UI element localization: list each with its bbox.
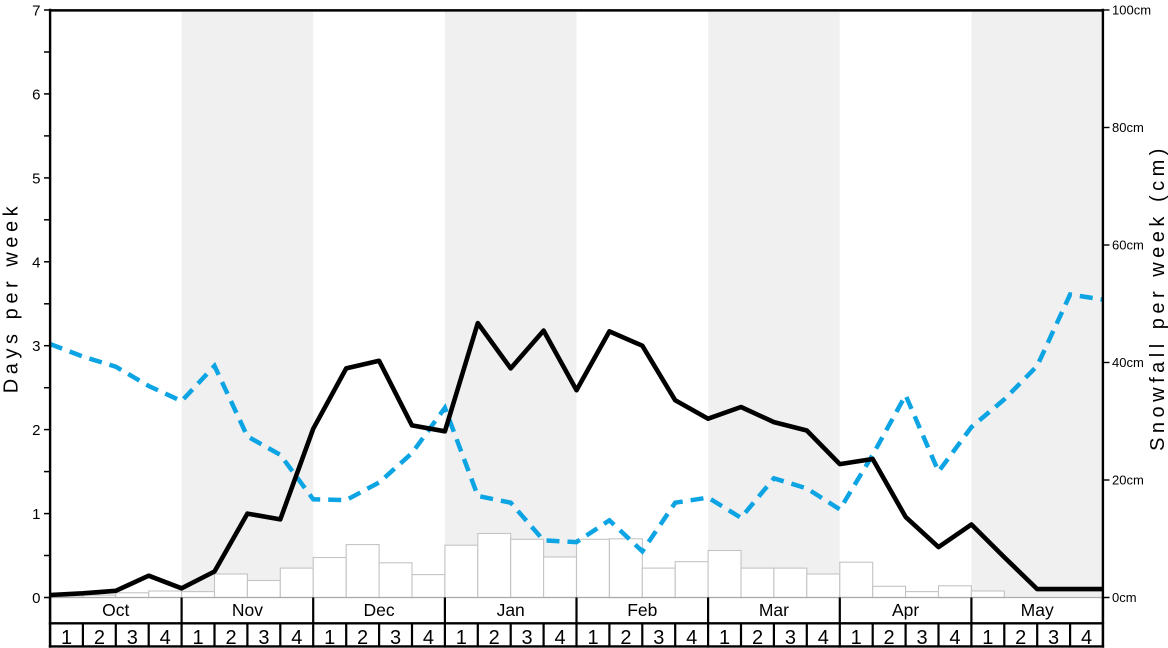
svg-text:1: 1 — [456, 627, 467, 648]
svg-text:1: 1 — [587, 627, 598, 648]
svg-text:3: 3 — [32, 338, 40, 355]
svg-text:3: 3 — [1048, 627, 1059, 648]
svg-text:4: 4 — [686, 627, 697, 648]
svg-text:4: 4 — [818, 627, 829, 648]
svg-text:0cm: 0cm — [1112, 590, 1137, 605]
svg-text:3: 3 — [127, 627, 138, 648]
svg-text:0: 0 — [32, 590, 40, 607]
svg-text:1: 1 — [851, 627, 862, 648]
svg-text:2: 2 — [94, 627, 105, 648]
svg-text:3: 3 — [785, 627, 796, 648]
svg-text:4: 4 — [32, 254, 40, 271]
svg-text:3: 3 — [258, 627, 269, 648]
svg-text:1: 1 — [193, 627, 204, 648]
svg-text:4: 4 — [554, 627, 565, 648]
svg-text:7: 7 — [32, 3, 40, 20]
svg-text:5: 5 — [32, 170, 40, 187]
svg-text:Oct: Oct — [102, 600, 129, 620]
svg-text:4: 4 — [1081, 627, 1092, 648]
svg-text:Snowfall per week (cm): Snowfall per week (cm) — [1147, 144, 1168, 451]
svg-text:2: 2 — [32, 422, 40, 439]
svg-text:2: 2 — [884, 627, 895, 648]
svg-text:3: 3 — [522, 627, 533, 648]
svg-text:Apr: Apr — [892, 600, 919, 620]
svg-text:3: 3 — [916, 627, 927, 648]
svg-text:2: 2 — [489, 627, 500, 648]
svg-text:Feb: Feb — [627, 600, 657, 620]
svg-text:4: 4 — [423, 627, 434, 648]
svg-text:Jan: Jan — [497, 600, 525, 620]
svg-text:Days per week: Days per week — [1, 202, 23, 393]
svg-text:Nov: Nov — [232, 600, 263, 620]
svg-text:May: May — [1021, 600, 1054, 620]
svg-text:3: 3 — [390, 627, 401, 648]
svg-text:4: 4 — [949, 627, 960, 648]
svg-text:2: 2 — [1015, 627, 1026, 648]
svg-text:1: 1 — [324, 627, 335, 648]
svg-text:Dec: Dec — [364, 600, 395, 620]
svg-text:4: 4 — [291, 627, 302, 648]
svg-text:80cm: 80cm — [1112, 120, 1144, 135]
svg-text:2: 2 — [357, 627, 368, 648]
svg-text:1: 1 — [32, 506, 40, 523]
svg-text:1: 1 — [982, 627, 993, 648]
svg-text:2: 2 — [752, 627, 763, 648]
svg-text:2: 2 — [620, 627, 631, 648]
svg-text:20cm: 20cm — [1112, 473, 1144, 488]
svg-text:60cm: 60cm — [1112, 238, 1144, 253]
svg-text:Mar: Mar — [759, 600, 789, 620]
svg-text:2: 2 — [225, 627, 236, 648]
svg-text:1: 1 — [719, 627, 730, 648]
svg-text:100cm: 100cm — [1112, 3, 1151, 18]
svg-text:1: 1 — [61, 627, 72, 648]
svg-text:4: 4 — [160, 627, 171, 648]
svg-text:3: 3 — [653, 627, 664, 648]
svg-text:40cm: 40cm — [1112, 355, 1144, 370]
svg-text:6: 6 — [32, 86, 40, 103]
